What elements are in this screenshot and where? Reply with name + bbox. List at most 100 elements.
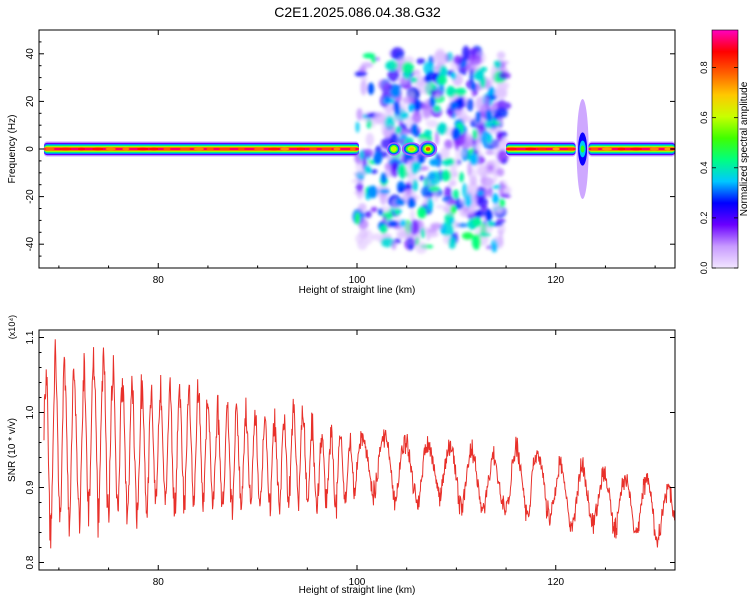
scatter-clump bbox=[493, 60, 502, 69]
colorbar-bar bbox=[711, 29, 739, 269]
scatter-core bbox=[403, 73, 411, 80]
scatter-clump bbox=[462, 207, 470, 213]
scatter-core bbox=[413, 161, 422, 172]
spectrogram-y-tick-label: -20 bbox=[25, 189, 36, 204]
scatter-core bbox=[439, 65, 448, 79]
scatter-clump bbox=[427, 171, 436, 182]
scatter-core bbox=[475, 111, 482, 124]
scatter-core bbox=[387, 220, 399, 227]
carrier-band-bead bbox=[537, 147, 547, 151]
scatter-clump bbox=[378, 79, 390, 91]
scatter-clump bbox=[496, 131, 503, 142]
scatter-core bbox=[385, 62, 392, 70]
scatter-clump bbox=[370, 206, 378, 213]
scatter-clump bbox=[397, 77, 409, 84]
scatter-core bbox=[412, 179, 418, 192]
scatter-core bbox=[428, 186, 440, 192]
scatter-clump bbox=[372, 233, 382, 241]
scatter-core bbox=[487, 221, 495, 228]
scatter-core bbox=[364, 164, 372, 174]
scatter-clump bbox=[493, 169, 498, 184]
scatter-core bbox=[471, 82, 477, 92]
spectrogram-y-tick-label: -40 bbox=[25, 237, 36, 252]
scatter-clump bbox=[363, 148, 374, 158]
scatter-clump bbox=[440, 146, 450, 159]
scatter-clump bbox=[357, 203, 367, 212]
signal-blob bbox=[386, 142, 401, 156]
gap-spread bbox=[576, 99, 589, 199]
scatter-clump bbox=[409, 209, 416, 222]
scatter-clump bbox=[374, 111, 387, 123]
scatter-clump bbox=[458, 171, 465, 183]
snr-x-tick-label: 80 bbox=[153, 577, 165, 588]
scatter-clump bbox=[416, 58, 426, 65]
scatter-core bbox=[474, 69, 484, 82]
spectrogram-y-tick-label: 20 bbox=[25, 95, 36, 107]
signal-blob bbox=[401, 142, 422, 156]
scatter-clump bbox=[411, 112, 422, 124]
scatter-clump bbox=[461, 45, 470, 62]
scatter-clump bbox=[493, 88, 508, 100]
scatter-clump bbox=[481, 205, 488, 212]
colorbar-tick-label: 0.0 bbox=[699, 262, 709, 275]
scatter-clump bbox=[468, 54, 482, 66]
scatter-core bbox=[424, 129, 432, 137]
scatter-core bbox=[429, 158, 440, 167]
scatter-clump bbox=[457, 96, 465, 107]
scatter-clump bbox=[444, 139, 453, 150]
scatter-clump bbox=[427, 227, 438, 233]
carrier-band-bead bbox=[105, 147, 117, 151]
scatter-clump bbox=[473, 90, 478, 96]
chart-title: C2E1.2025.086.04.38.G32 bbox=[274, 4, 441, 20]
carrier-band bbox=[43, 141, 359, 157]
carrier-band-bead bbox=[206, 147, 215, 151]
scatter-clump bbox=[362, 52, 376, 59]
scatter-clump bbox=[480, 176, 494, 188]
scatter-core bbox=[429, 179, 436, 186]
scatter-core bbox=[410, 123, 419, 136]
snr-x-axis-label: Height of straight line (km) bbox=[299, 585, 416, 596]
scatter-clump bbox=[490, 65, 497, 81]
scatter-clump bbox=[471, 234, 481, 250]
scatter-clump bbox=[449, 178, 457, 187]
scatter-core bbox=[367, 82, 375, 95]
spectrogram-x-axis-label: Height of straight line (km) bbox=[299, 285, 416, 296]
scatter-clump bbox=[460, 149, 467, 157]
scatter-clump bbox=[495, 107, 508, 119]
carrier-band-bead bbox=[280, 147, 290, 151]
scatter-core bbox=[449, 218, 455, 224]
scatter-core bbox=[449, 101, 458, 111]
scatter-clump bbox=[496, 167, 505, 177]
signal-blob-layer bbox=[392, 147, 396, 151]
scatter-clump bbox=[356, 108, 363, 121]
snr-y-tick-label: 1.1 bbox=[25, 330, 36, 344]
snr-y-ticks: 0.8 0.9 1.0 1.1 bbox=[25, 330, 675, 569]
spectrogram-x-tick-label: 120 bbox=[547, 275, 564, 286]
scatter-core bbox=[488, 94, 497, 101]
scatter-clump bbox=[499, 198, 505, 208]
scatter-core bbox=[395, 126, 402, 134]
scatter-core bbox=[404, 154, 415, 161]
scatter-core bbox=[469, 152, 479, 166]
scatter-clump bbox=[412, 69, 421, 76]
scatter-core bbox=[410, 77, 418, 83]
carrier-band bbox=[588, 141, 675, 157]
scatter-clump bbox=[401, 61, 415, 75]
scatter-clump bbox=[405, 115, 414, 128]
scatter-clump bbox=[355, 212, 360, 225]
scatter-core bbox=[397, 186, 406, 194]
scatter-core bbox=[414, 99, 421, 112]
gap-spread-peak bbox=[580, 145, 585, 153]
scatter-clump bbox=[435, 204, 446, 209]
carrier-band-bead bbox=[77, 147, 86, 151]
scatter-clump bbox=[417, 206, 427, 219]
scatter-core bbox=[394, 208, 400, 216]
scatter-clump bbox=[496, 51, 506, 60]
scatter-clump bbox=[453, 55, 464, 65]
scatter-core bbox=[444, 158, 455, 164]
scatter-clump bbox=[450, 205, 457, 214]
scatter-clump bbox=[402, 96, 414, 105]
scatter-core bbox=[384, 96, 391, 104]
snr-y-tick-label: 1.0 bbox=[25, 405, 36, 419]
